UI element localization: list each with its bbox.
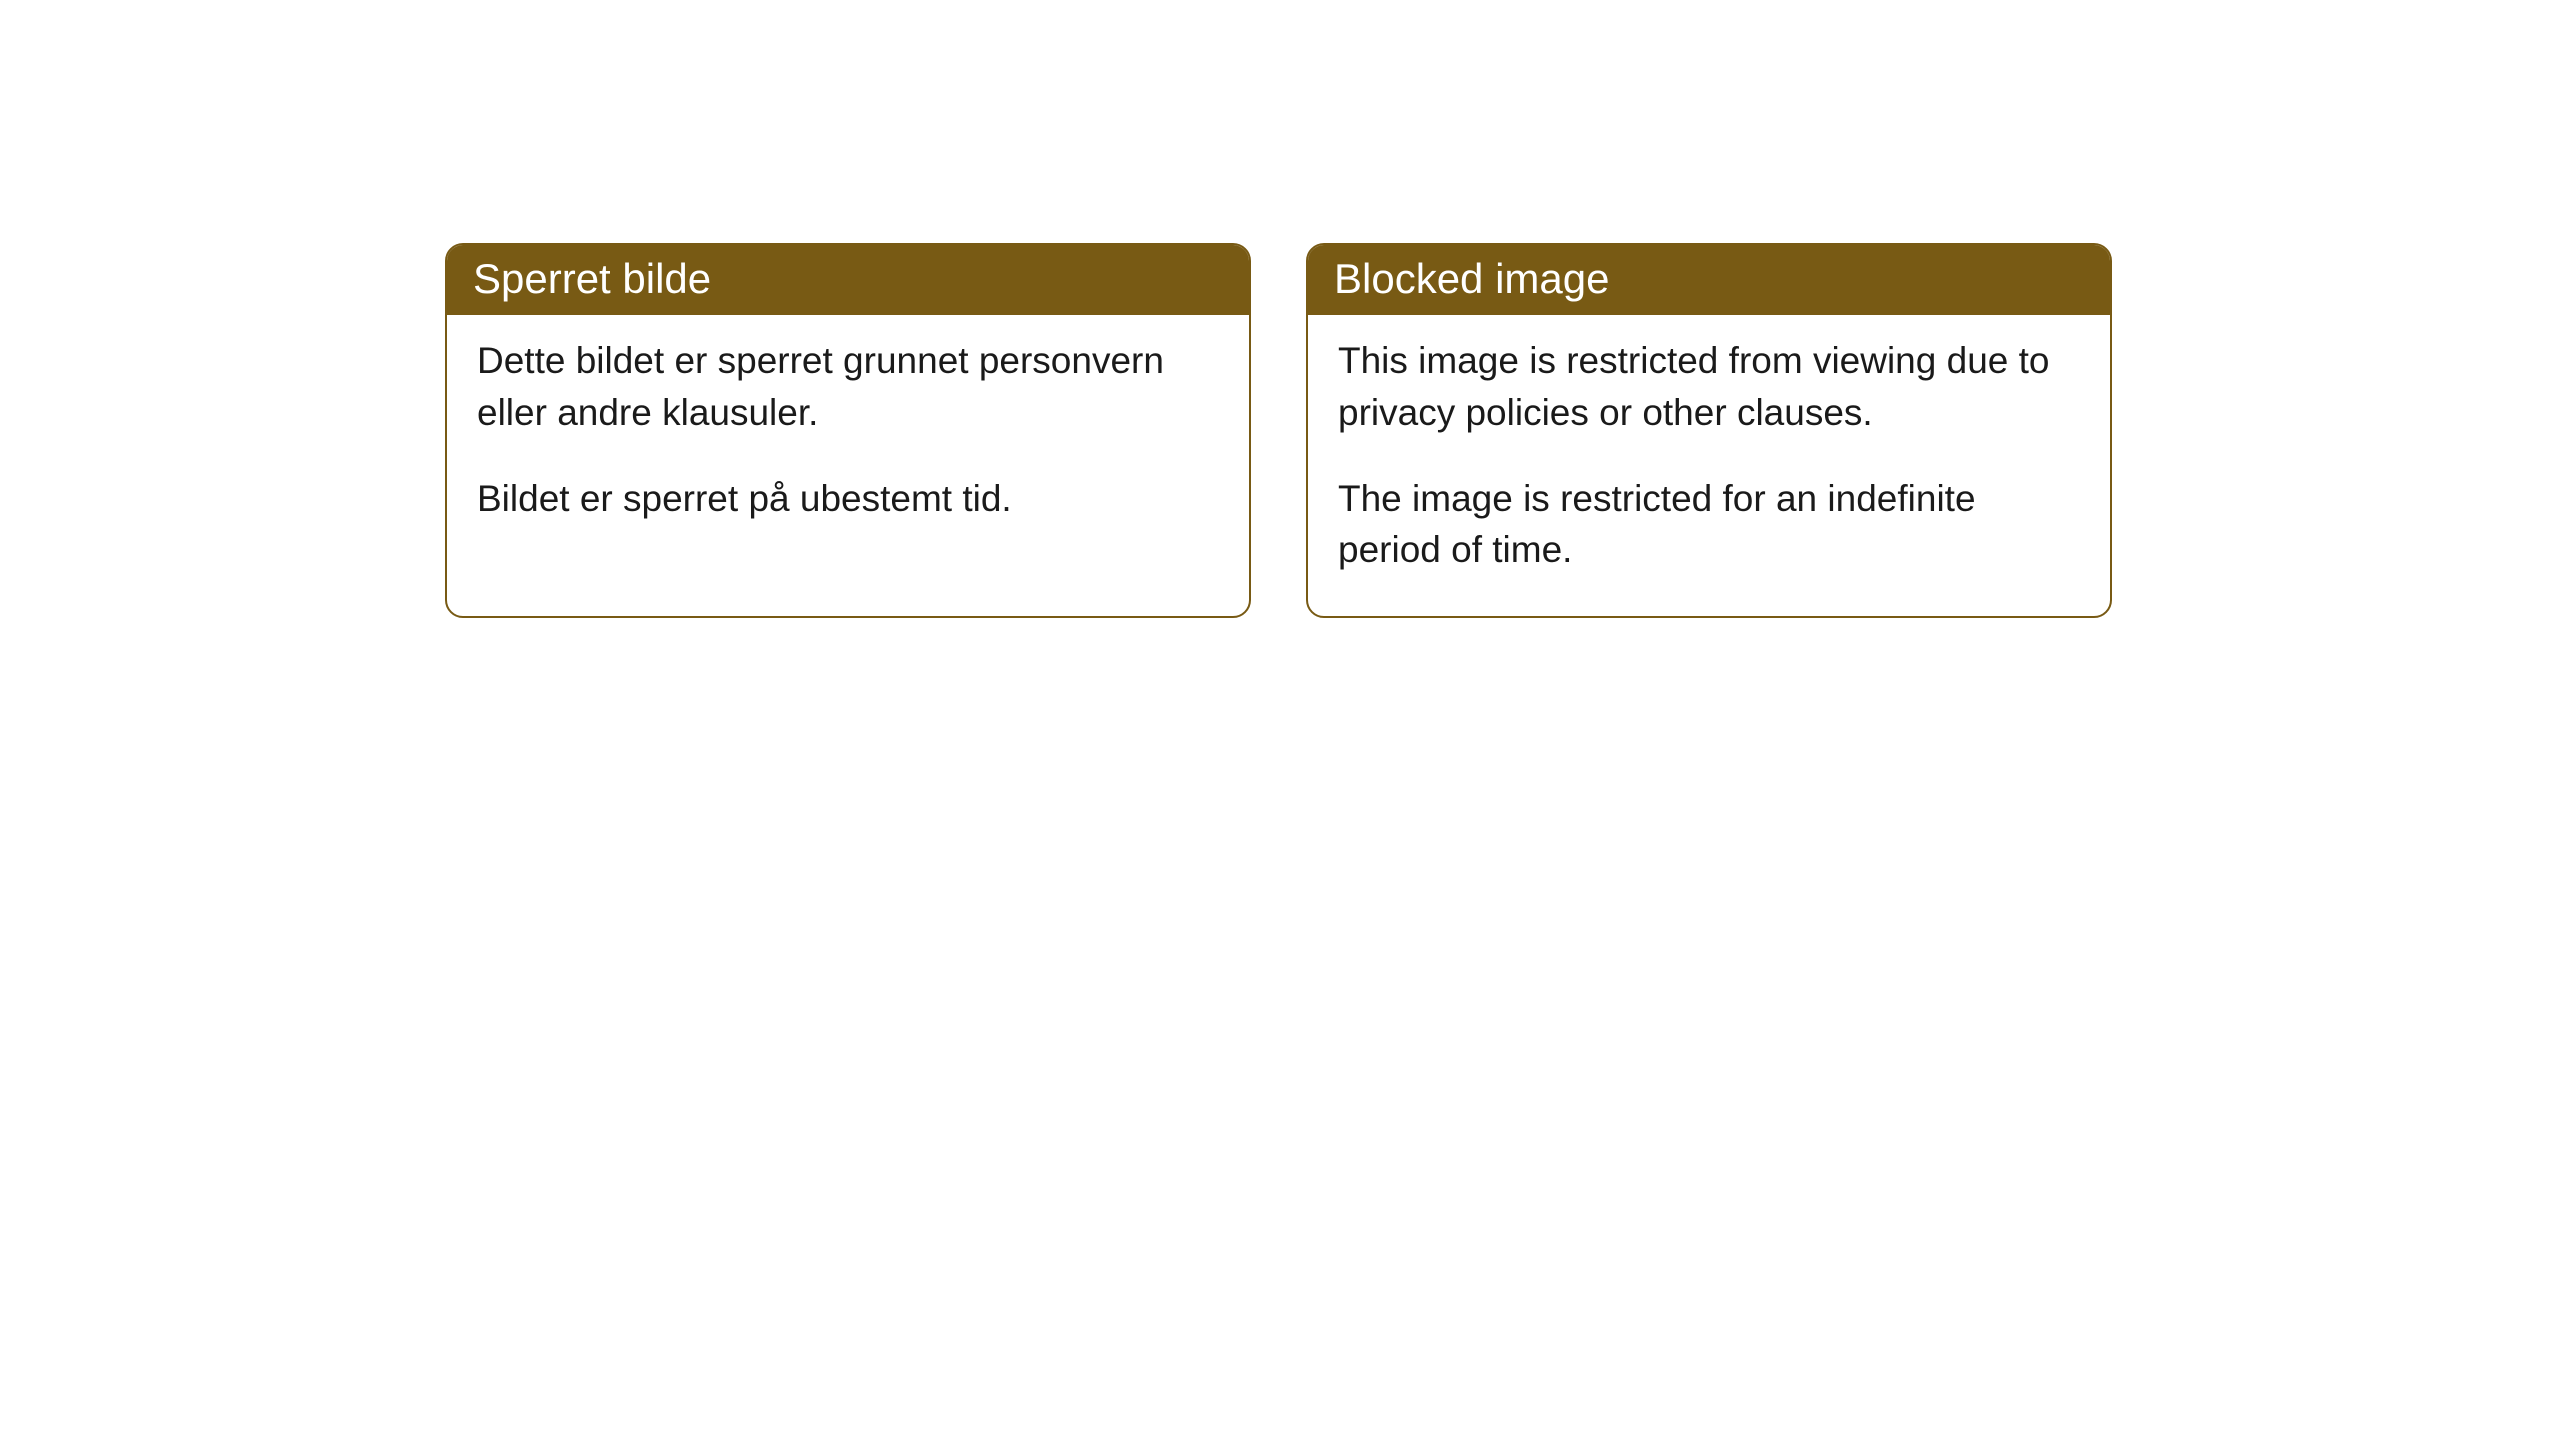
card-paragraph: This image is restricted from viewing du… [1338, 335, 2080, 439]
card-title: Sperret bilde [473, 255, 711, 302]
card-header: Blocked image [1308, 245, 2110, 315]
card-header: Sperret bilde [447, 245, 1249, 315]
notice-card-english: Blocked image This image is restricted f… [1306, 243, 2112, 618]
notice-card-norwegian: Sperret bilde Dette bildet er sperret gr… [445, 243, 1251, 618]
card-body: This image is restricted from viewing du… [1308, 315, 2110, 616]
card-body: Dette bildet er sperret grunnet personve… [447, 315, 1249, 564]
notice-container: Sperret bilde Dette bildet er sperret gr… [445, 243, 2112, 618]
card-paragraph: Dette bildet er sperret grunnet personve… [477, 335, 1219, 439]
card-title: Blocked image [1334, 255, 1609, 302]
card-paragraph: The image is restricted for an indefinit… [1338, 473, 2080, 577]
card-paragraph: Bildet er sperret på ubestemt tid. [477, 473, 1219, 525]
